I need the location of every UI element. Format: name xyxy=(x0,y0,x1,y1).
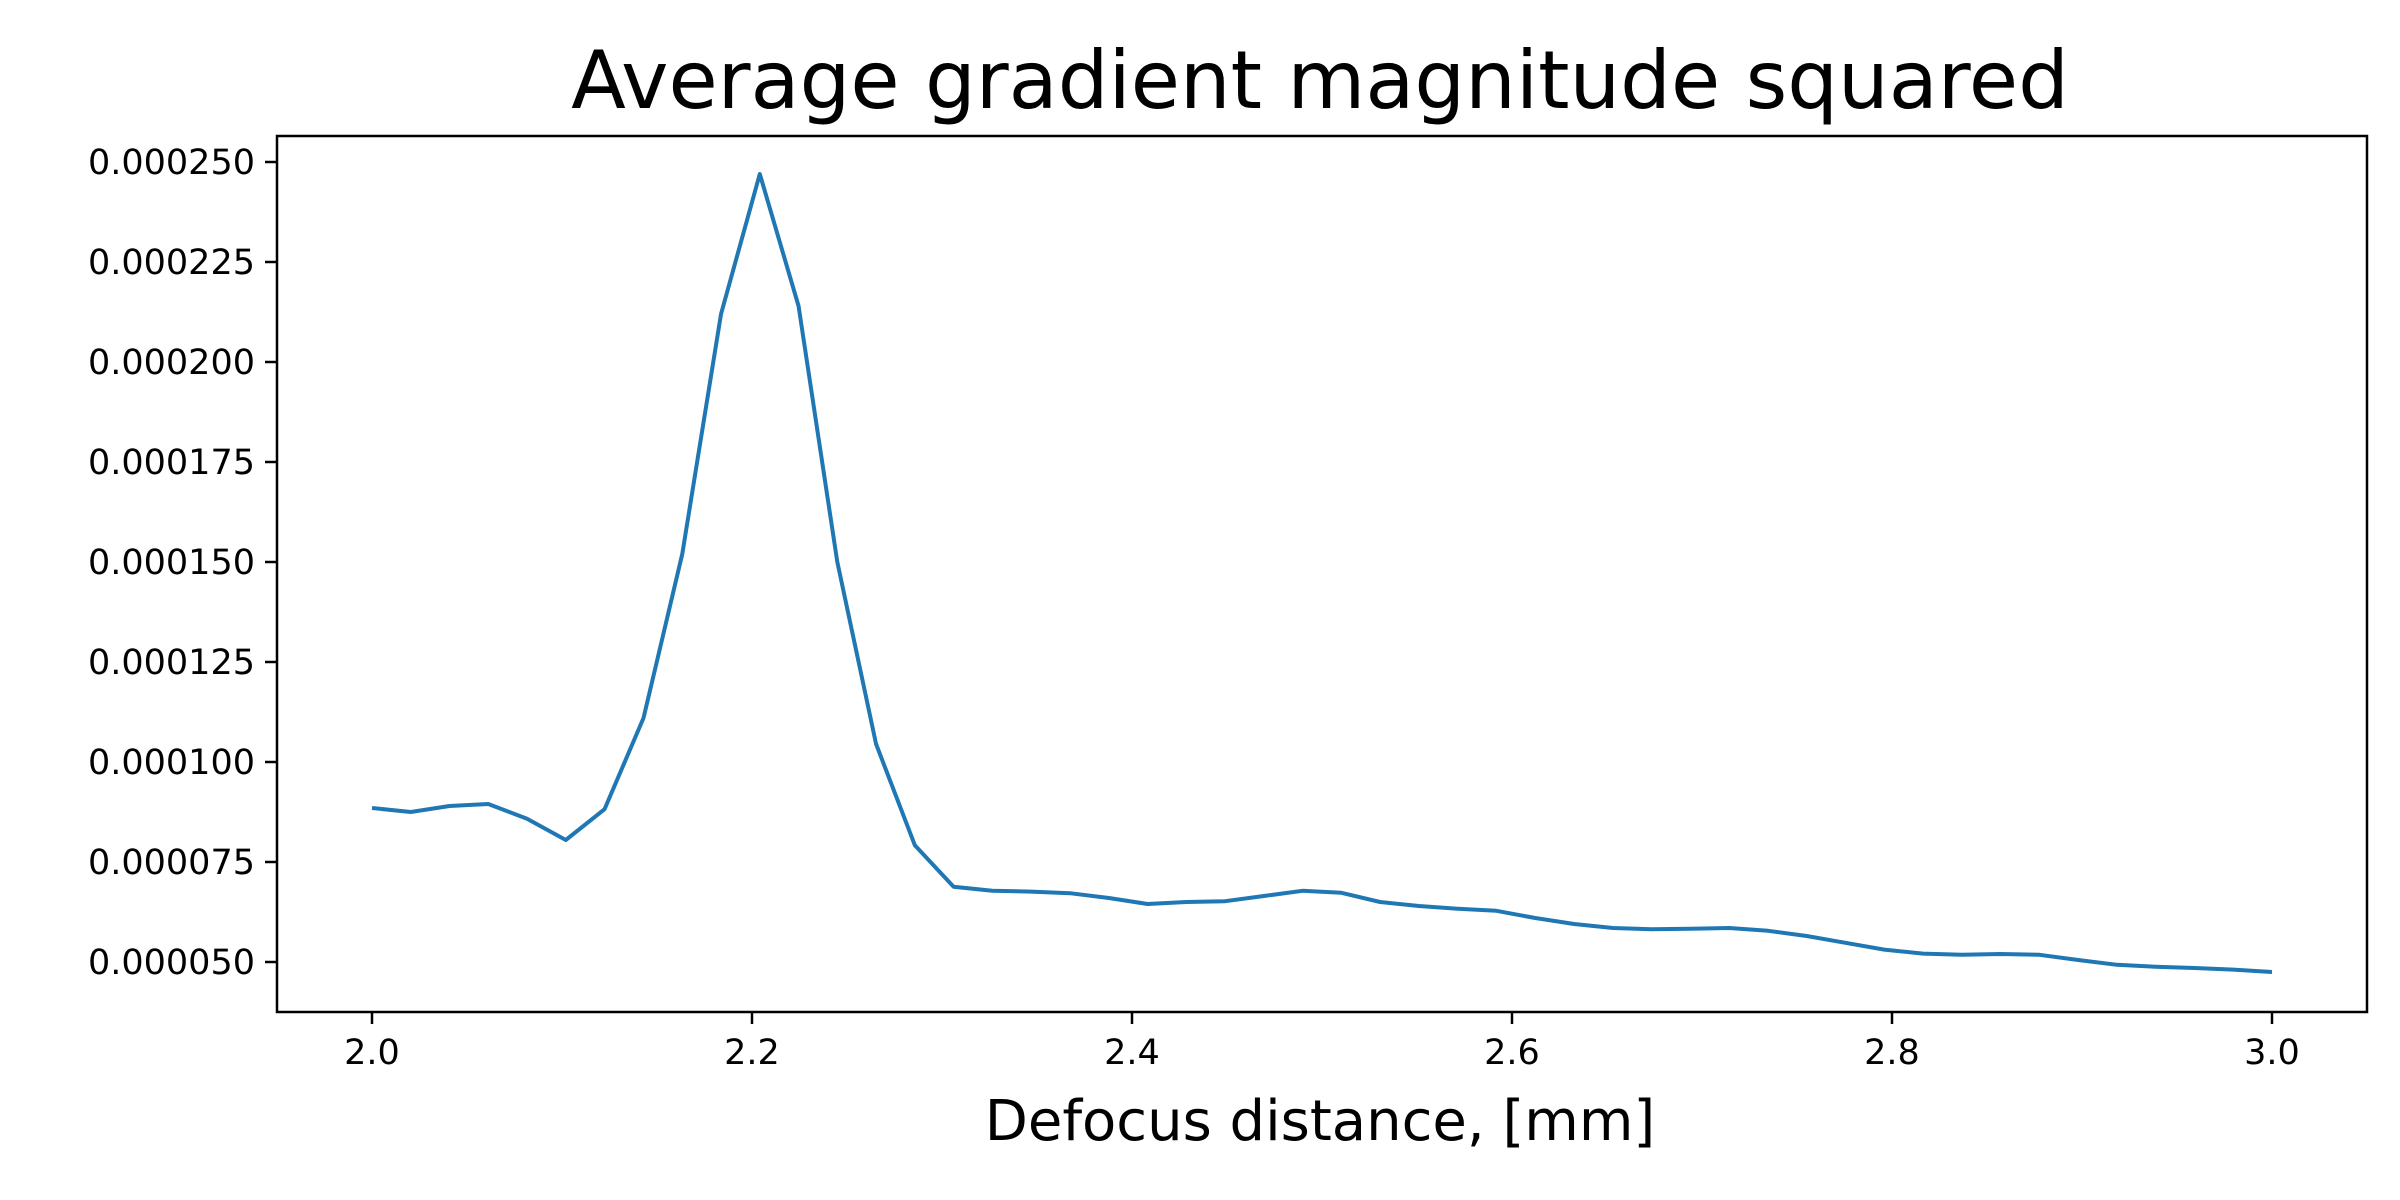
x-tick-label: 2.0 xyxy=(344,1033,400,1073)
y-tick-label: 0.000175 xyxy=(88,443,255,483)
y-tick-label: 0.000200 xyxy=(88,343,255,383)
x-tick-label: 2.4 xyxy=(1104,1033,1160,1073)
x-tick-label: 2.2 xyxy=(724,1033,780,1073)
x-tick-label: 3.0 xyxy=(2244,1033,2300,1073)
y-tick-label: 0.000100 xyxy=(88,743,255,783)
y-tick-label: 0.000225 xyxy=(88,243,255,283)
chart-title: Average gradient magnitude squared xyxy=(571,34,2069,127)
y-tick-label: 0.000125 xyxy=(88,643,255,683)
y-tick-label: 0.000050 xyxy=(88,943,255,983)
y-tick-label: 0.000075 xyxy=(88,843,255,883)
y-tick-label: 0.000150 xyxy=(88,543,255,583)
x-axis-label: Defocus distance, [mm] xyxy=(985,1089,1656,1154)
x-tick-label: 2.8 xyxy=(1864,1033,1920,1073)
axes-frame xyxy=(275,134,2369,1014)
plot-area xyxy=(371,172,2273,974)
y-tick-label: 0.000250 xyxy=(88,143,255,183)
x-tick-label: 2.6 xyxy=(1484,1033,1540,1073)
tick-layer: 2.0 2.2 2.4 2.6 2.8 3.0 0.000050 0.000075 0.0001… xyxy=(88,143,2300,1073)
series-line xyxy=(371,172,2273,974)
